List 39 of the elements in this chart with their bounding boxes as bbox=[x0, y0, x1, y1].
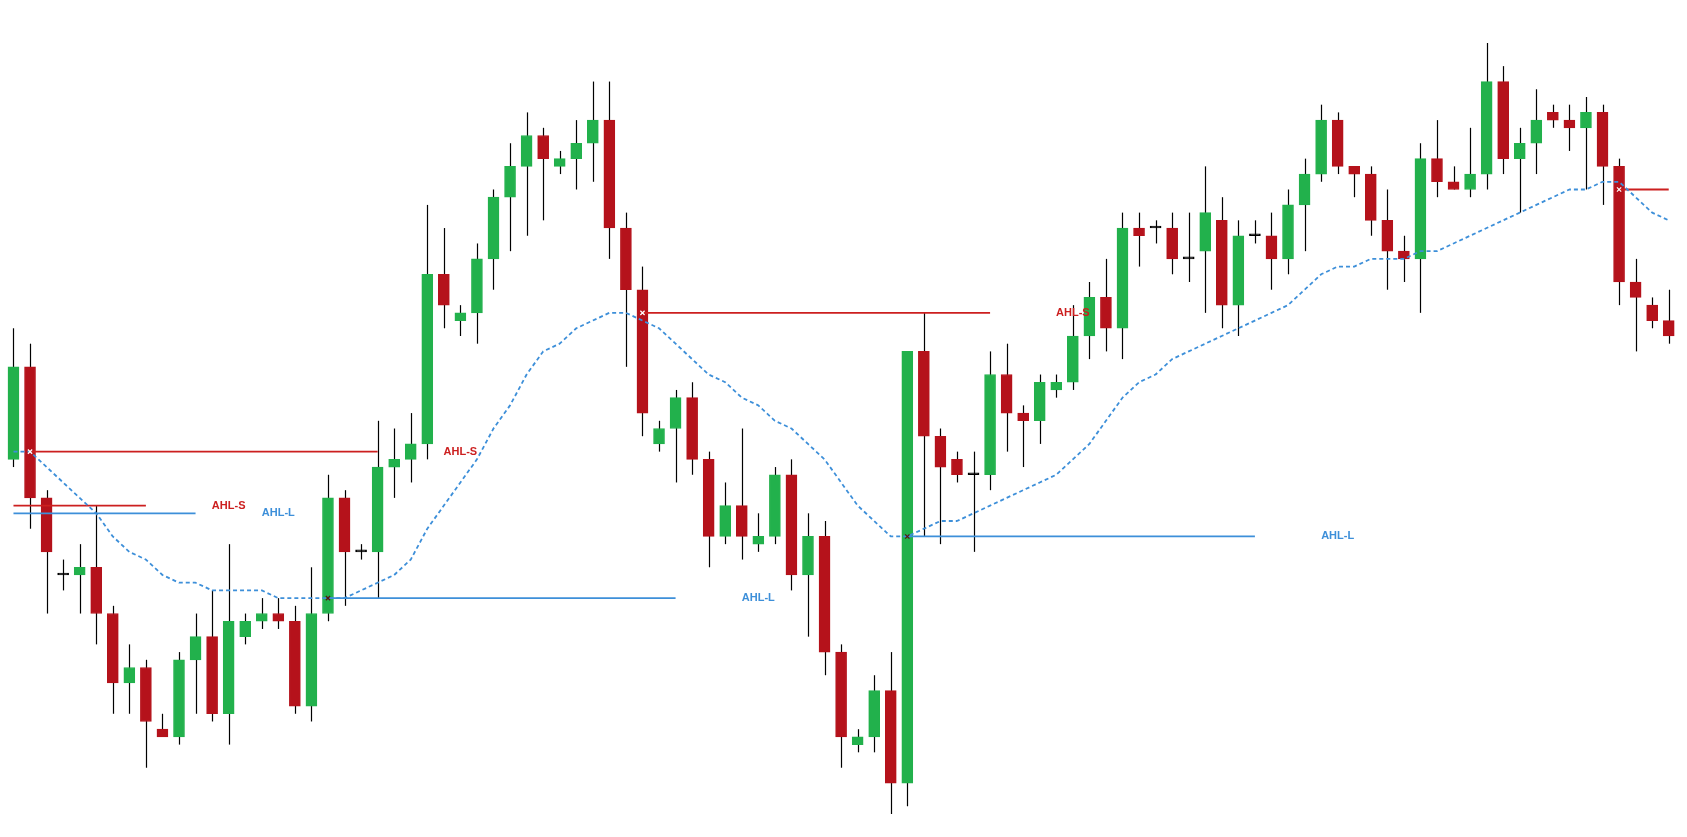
candlestick bbox=[1017, 404, 1030, 468]
point bbox=[1616, 186, 1622, 193]
annotation: AHL-L bbox=[261, 506, 296, 519]
annotation: AHL-S bbox=[443, 444, 478, 457]
candlestick bbox=[967, 451, 980, 553]
candlestick bbox=[1348, 165, 1361, 198]
candlestick bbox=[951, 451, 963, 484]
candlestick bbox=[553, 150, 566, 175]
candlestick bbox=[1646, 296, 1658, 329]
candlestick bbox=[1133, 212, 1145, 268]
candlestick bbox=[1249, 219, 1261, 245]
candlestick bbox=[1265, 212, 1278, 291]
candlestick bbox=[1431, 119, 1443, 198]
point bbox=[27, 448, 33, 455]
annotation: AHL-L bbox=[1321, 529, 1355, 542]
candlestick bbox=[1530, 88, 1543, 175]
candlestick bbox=[1547, 104, 1559, 129]
candlestick bbox=[1629, 258, 1642, 352]
candlestick bbox=[537, 127, 549, 221]
candlestick bbox=[1050, 373, 1063, 399]
candlestick bbox=[272, 597, 285, 630]
candlestick bbox=[586, 80, 599, 183]
candlestick bbox=[388, 427, 401, 499]
point bbox=[639, 310, 646, 316]
candlestick bbox=[404, 412, 417, 484]
candlestick bbox=[1398, 235, 1410, 283]
candlestick bbox=[123, 643, 136, 715]
candlestick bbox=[73, 543, 86, 615]
candlestick bbox=[1662, 289, 1675, 345]
annotation: AHL-L bbox=[741, 591, 776, 604]
candlestick bbox=[653, 420, 665, 453]
candlestick bbox=[1580, 96, 1592, 191]
candlestick bbox=[1513, 127, 1526, 214]
candlestick bbox=[255, 597, 268, 630]
candlestick bbox=[1464, 127, 1476, 198]
candlestick bbox=[570, 119, 583, 191]
annotation: AHL-S bbox=[211, 498, 246, 511]
candlestick bbox=[189, 612, 202, 715]
point bbox=[904, 533, 911, 540]
